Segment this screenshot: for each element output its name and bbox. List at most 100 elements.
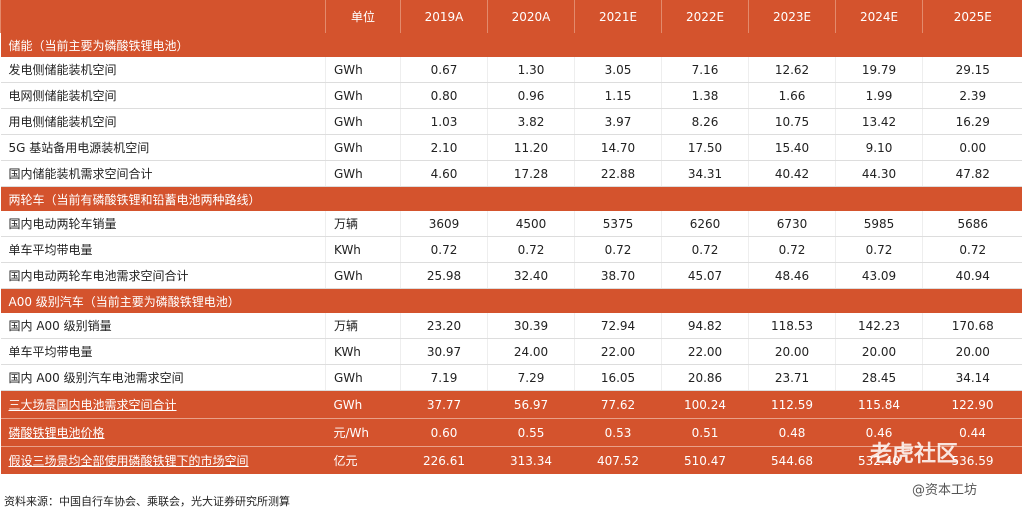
value-cell: 20.00 <box>835 338 923 365</box>
row-label: 国内电动两轮车销量 <box>0 211 326 237</box>
section-row: 两轮车（当前有磷酸铁锂和铅蓄电池两种路线） <box>0 186 1022 211</box>
value-cell: 47.82 <box>922 160 1022 187</box>
row-label: 单车平均带电量 <box>0 236 326 263</box>
value-cell: 0.67 <box>400 57 488 83</box>
value-cell: 48.46 <box>748 262 836 289</box>
value-cell: 77.62 <box>574 390 662 419</box>
section-title: 两轮车（当前有磷酸铁锂和铅蓄电池两种路线） <box>0 186 1022 211</box>
unit-cell: GWh <box>325 57 401 83</box>
value-cell: 0.80 <box>400 82 488 109</box>
unit-cell: KWh <box>325 338 401 365</box>
value-cell: 0.72 <box>922 236 1022 263</box>
value-cell: 20.00 <box>922 338 1022 365</box>
row-label: 国内电动两轮车电池需求空间合计 <box>0 262 326 289</box>
unit-cell: 万辆 <box>325 211 401 237</box>
table-body: 单位 2019A 2020A 2021E 2022E 2023E 2024E 2025E 储能（… <box>0 0 1022 474</box>
value-cell: 0.72 <box>835 236 923 263</box>
value-cell: 544.68 <box>748 446 836 474</box>
table-row: 磷酸铁锂电池价格 元/Wh 0.60 0.55 0.53 0.51 0.48 0.46 0.44 <box>0 418 1022 447</box>
value-cell: 0.72 <box>574 236 662 263</box>
value-cell: 0.44 <box>922 418 1022 447</box>
row-label: 国内 A00 级别销量 <box>0 313 326 339</box>
value-cell: 112.59 <box>748 390 836 419</box>
value-cell: 1.66 <box>748 82 836 109</box>
value-cell: 313.34 <box>487 446 575 474</box>
value-cell: 17.50 <box>661 134 749 161</box>
section-title: A00 级别汽车（当前主要为磷酸铁锂电池） <box>0 288 1022 313</box>
value-cell: 2.10 <box>400 134 488 161</box>
table-row: 发电侧储能装机空间 GWh 0.67 1.30 3.05 7.16 12.62 19.79 29… <box>0 57 1022 83</box>
value-cell: 2.39 <box>922 82 1022 109</box>
value-cell: 5985 <box>835 211 923 237</box>
value-cell: 0.48 <box>748 418 836 447</box>
value-cell: 3.97 <box>574 108 662 135</box>
table-row: 单车平均带电量 KWh 0.72 0.72 0.72 0.72 0.72 0.72 0.72 <box>0 236 1022 263</box>
unit-cell: GWh <box>325 390 401 419</box>
value-cell: 0.46 <box>835 418 923 447</box>
value-cell: 7.19 <box>400 364 488 391</box>
value-cell: 9.10 <box>835 134 923 161</box>
value-cell: 1.38 <box>661 82 749 109</box>
value-cell: 19.79 <box>835 57 923 83</box>
value-cell: 22.00 <box>661 338 749 365</box>
value-cell: 56.97 <box>487 390 575 419</box>
value-cell: 0.72 <box>400 236 488 263</box>
value-cell: 15.40 <box>748 134 836 161</box>
value-cell: 8.26 <box>661 108 749 135</box>
unit-cell: GWh <box>325 82 401 109</box>
table-row: 国内电动两轮车销量 万辆 3609 4500 5375 6260 6730 5985 5686 <box>0 211 1022 237</box>
header-cell <box>0 0 326 33</box>
row-label: 国内储能装机需求空间合计 <box>0 160 326 187</box>
value-cell: 122.90 <box>922 390 1022 419</box>
row-label: 发电侧储能装机空间 <box>0 57 326 83</box>
value-cell: 4500 <box>487 211 575 237</box>
value-cell: 4.60 <box>400 160 488 187</box>
table-row: 5G 基站备用电源装机空间 GWh 2.10 11.20 14.70 17.50 15.40… <box>0 134 1022 161</box>
value-cell: 45.07 <box>661 262 749 289</box>
row-label: 电网侧储能装机空间 <box>0 82 326 109</box>
value-cell: 12.62 <box>748 57 836 83</box>
value-cell: 37.77 <box>400 390 488 419</box>
header-cell: 2024E <box>835 0 923 33</box>
unit-cell: GWh <box>325 262 401 289</box>
table-row: 单车平均带电量 KWh 30.97 24.00 22.00 22.00 20.00 20.00… <box>0 338 1022 365</box>
value-cell: 0.72 <box>748 236 836 263</box>
row-label: 三大场景国内电池需求空间合计 <box>0 390 326 419</box>
value-cell: 0.53 <box>574 418 662 447</box>
table-row: 国内储能装机需求空间合计 GWh 4.60 17.28 22.88 34.31 40.42 4… <box>0 160 1022 187</box>
value-cell: 536.59 <box>922 446 1022 474</box>
value-cell: 43.09 <box>835 262 923 289</box>
table-row: 国内电动两轮车电池需求空间合计 GWh 25.98 32.40 38.70 45.07 48… <box>0 262 1022 289</box>
value-cell: 29.15 <box>922 57 1022 83</box>
value-cell: 118.53 <box>748 313 836 339</box>
value-cell: 22.00 <box>574 338 662 365</box>
value-cell: 3.82 <box>487 108 575 135</box>
value-cell: 17.28 <box>487 160 575 187</box>
value-cell: 0.55 <box>487 418 575 447</box>
section-title: 储能（当前主要为磷酸铁锂电池） <box>0 33 1022 57</box>
value-cell: 0.72 <box>661 236 749 263</box>
row-label: 单车平均带电量 <box>0 338 326 365</box>
value-cell: 0.72 <box>487 236 575 263</box>
header-cell: 2019A <box>400 0 488 33</box>
header-cell: 2020A <box>487 0 575 33</box>
section-row: 储能（当前主要为磷酸铁锂电池） <box>0 33 1022 57</box>
unit-cell: KWh <box>325 236 401 263</box>
value-cell: 170.68 <box>922 313 1022 339</box>
value-cell: 6260 <box>661 211 749 237</box>
value-cell: 16.05 <box>574 364 662 391</box>
value-cell: 100.24 <box>661 390 749 419</box>
value-cell: 14.70 <box>574 134 662 161</box>
value-cell: 1.03 <box>400 108 488 135</box>
row-label: 磷酸铁锂电池价格 <box>0 418 326 447</box>
unit-cell: GWh <box>325 134 401 161</box>
watermark: @资本工坊 <box>912 483 978 498</box>
value-cell: 72.94 <box>574 313 662 339</box>
table-row: 电网侧储能装机空间 GWh 0.80 0.96 1.15 1.38 1.66 1.99 2.39 <box>0 82 1022 109</box>
table-row: 国内 A00 级别销量 万辆 23.20 30.39 72.94 94.82 118.53 1… <box>0 313 1022 339</box>
unit-cell: 亿元 <box>325 446 401 474</box>
value-cell: 226.61 <box>400 446 488 474</box>
unit-cell: GWh <box>325 364 401 391</box>
row-label: 用电侧储能装机空间 <box>0 108 326 135</box>
value-cell: 40.94 <box>922 262 1022 289</box>
